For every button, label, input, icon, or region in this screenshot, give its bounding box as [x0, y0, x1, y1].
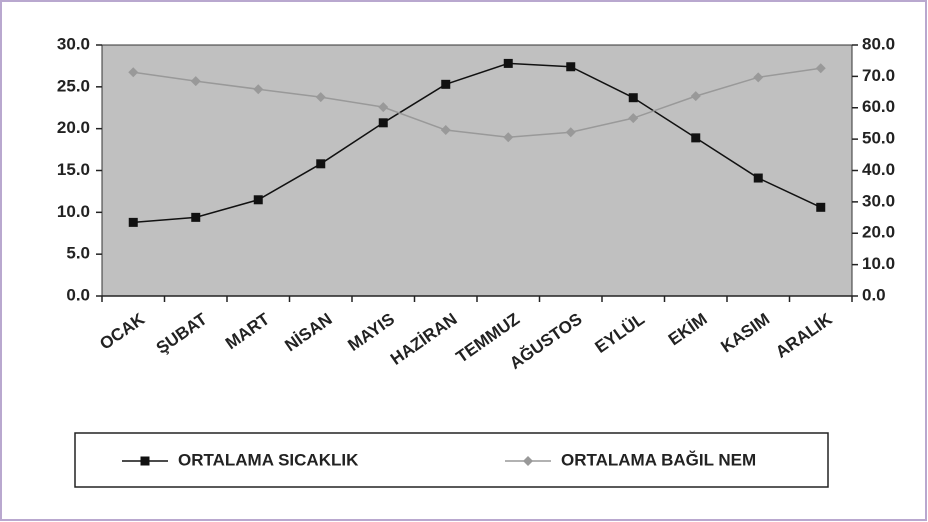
point	[628, 93, 638, 103]
y2-tick-label: 0.0	[862, 285, 886, 304]
point	[816, 202, 826, 212]
y2-tick-label: 10.0	[862, 254, 895, 273]
point	[190, 76, 201, 87]
point	[565, 127, 576, 138]
point	[378, 102, 389, 113]
point	[253, 195, 263, 205]
y-tick-label: 0.0	[66, 285, 90, 304]
point	[503, 58, 513, 68]
legend-box	[74, 432, 829, 488]
point	[753, 173, 763, 183]
point	[690, 91, 701, 102]
point	[128, 217, 138, 227]
point	[628, 113, 639, 124]
y-tick-label: 15.0	[57, 160, 90, 179]
y2-tick-label: 80.0	[862, 34, 895, 53]
y2-tick-label: 50.0	[862, 129, 895, 148]
y2-tick-label: 20.0	[862, 223, 895, 242]
y2-tick-label: 40.0	[862, 160, 895, 179]
y2-tick-label: 60.0	[862, 97, 895, 116]
legend-label: ORTALAMA SICAKLIK	[178, 450, 359, 469]
point	[128, 67, 139, 78]
y-tick-label: 25.0	[57, 76, 90, 95]
point	[191, 212, 201, 222]
y-tick-label: 10.0	[57, 202, 90, 221]
point	[378, 118, 388, 128]
point	[691, 133, 701, 143]
point	[441, 79, 451, 89]
point	[566, 62, 576, 72]
series-line	[133, 62, 822, 224]
point	[815, 63, 826, 74]
y-tick-label: 20.0	[57, 118, 90, 137]
point	[316, 159, 326, 169]
point	[753, 72, 764, 83]
point	[503, 132, 514, 143]
point	[440, 125, 451, 136]
series-line	[133, 67, 821, 138]
legend-marker	[523, 456, 533, 466]
legend-marker	[140, 456, 150, 466]
legend-label: ORTALAMA BAĞIL NEM	[561, 450, 756, 469]
y2-tick-label: 70.0	[862, 66, 895, 85]
point	[315, 92, 326, 103]
y-tick-label: 30.0	[57, 34, 90, 53]
y-tick-label: 5.0	[66, 244, 90, 263]
point	[253, 84, 264, 95]
y2-tick-label: 30.0	[862, 191, 895, 210]
